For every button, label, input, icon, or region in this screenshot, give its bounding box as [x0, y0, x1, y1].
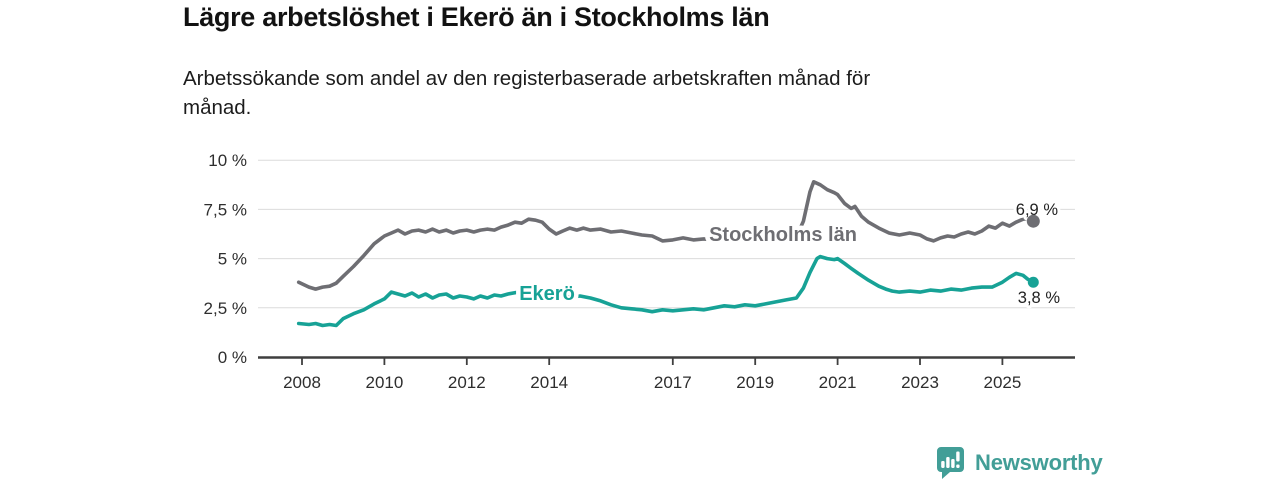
- x-tick-label: 2014: [530, 373, 568, 392]
- chart-title: Lägre arbetslöshet i Ekerö än i Stockhol…: [183, 2, 770, 32]
- end-value-label: 3,8 %: [1018, 289, 1061, 307]
- y-tick-label: 2,5 %: [204, 299, 247, 318]
- end-value-label: 6,9 %: [1016, 201, 1059, 219]
- series-line-stockholms-län: [296, 180, 1036, 291]
- x-tick-label: 2025: [983, 373, 1021, 392]
- y-tick-label: 0 %: [218, 348, 247, 367]
- x-tick-label: 2008: [283, 373, 321, 392]
- subtitle-line-2: månad.: [183, 96, 252, 119]
- series-line-ekerö: [296, 254, 1036, 328]
- y-tick-label: 5 %: [218, 250, 247, 269]
- x-tick-label: 2021: [819, 373, 857, 392]
- series-label-ekerö: Ekerö: [519, 283, 575, 305]
- brand-name: Newsworthy: [975, 449, 1103, 475]
- x-tick-label: 2012: [448, 373, 486, 392]
- chart-subtitle: Arbetssökande som andel av den registerb…: [183, 64, 870, 122]
- series-label-stockholms-län: Stockholms län: [709, 224, 857, 246]
- newsworthy-logo-icon: [937, 447, 964, 479]
- y-tick-label: 10 %: [208, 151, 247, 170]
- x-tick-label: 2017: [654, 373, 692, 392]
- y-tick-label: 7,5 %: [204, 200, 247, 219]
- series-end-dot: [1027, 276, 1039, 288]
- subtitle-line-1: Arbetssökande som andel av den registerb…: [183, 67, 871, 90]
- series-end-dot: [1026, 214, 1040, 228]
- x-tick-label: 2019: [736, 373, 774, 392]
- newsworthy-brand-link[interactable]: Newsworthy: [933, 445, 1103, 480]
- x-tick-label: 2010: [365, 373, 403, 392]
- x-tick-label: 2023: [901, 373, 939, 392]
